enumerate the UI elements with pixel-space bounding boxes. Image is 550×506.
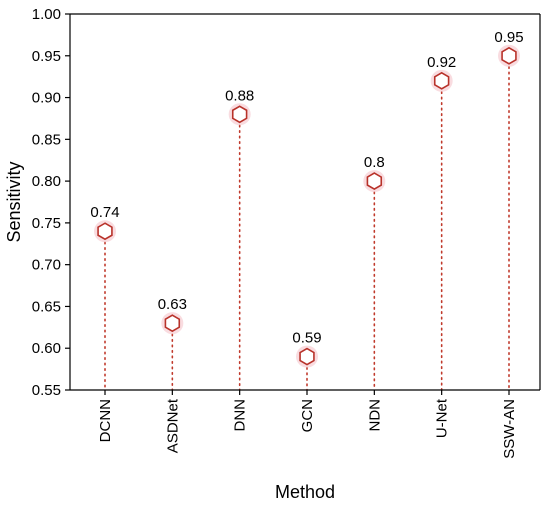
data-point [97,222,113,241]
data-point [501,46,517,65]
y-tick-label: 0.75 [32,215,61,232]
y-tick-label: 0.80 [32,173,61,190]
x-tick-label: ASDNet [164,398,181,453]
x-tick-label: SSW-AN [501,399,518,459]
y-axis-ticks: 0.55 0.60 0.65 0.70 0.75 0.80 0.85 0.90 0.95 1.00 [32,6,70,399]
y-tick-label: 0.70 [32,257,61,274]
y-tick-label: 0.55 [32,382,61,399]
y-tick-label: 0.65 [32,298,61,315]
y-tick-label: 0.60 [32,340,61,357]
data-label: 0.74 [90,204,119,221]
data-label: 0.8 [364,154,385,171]
x-tick-label: GCN [299,399,316,432]
data-label: 0.63 [158,296,187,313]
x-tick-label: DCNN [97,399,114,442]
data-point [164,314,181,333]
plot-frame [69,13,541,391]
x-axis-title: Method [275,482,335,502]
data-label: 0.92 [427,54,456,71]
x-tick-label: DNN [232,399,249,432]
y-tick-label: 0.95 [32,48,61,65]
data-point [433,71,450,90]
data-point [231,105,248,124]
data-label: 0.95 [494,29,523,46]
data-label: 0.88 [225,87,254,104]
data-label-group: 0.74 0.63 0.88 0.59 0.8 0.92 0.95 [90,29,523,347]
y-tick-label: 0.85 [32,131,61,148]
data-point [299,347,315,366]
y-tick-label: 1.00 [32,6,61,23]
x-tick-label: NDN [366,399,383,432]
data-label: 0.59 [292,330,321,347]
y-axis-title: Sensitivity [4,161,24,242]
x-tick-label: U-Net [434,398,451,438]
y-tick-label: 0.90 [32,90,61,107]
x-axis-ticks: DCNN ASDNet DNN GCN NDN U-Net SSW-AN [97,390,518,459]
marker-group [94,44,520,368]
data-point [366,172,383,191]
stem-group [104,54,510,391]
